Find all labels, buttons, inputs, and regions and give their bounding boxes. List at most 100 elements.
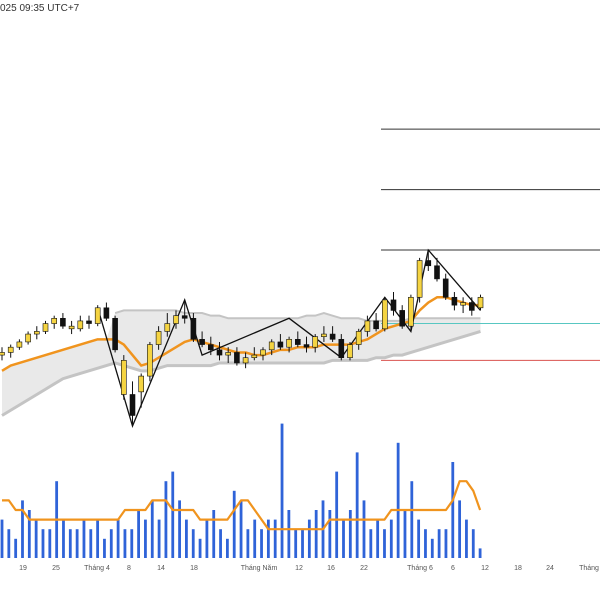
volume-bar (219, 529, 222, 558)
volume-bar (103, 538, 106, 558)
volume-bar (348, 510, 352, 558)
volume-bar (82, 519, 86, 558)
candle-body (7, 346, 14, 353)
candle-body (60, 317, 66, 327)
volume-bar (239, 500, 243, 558)
candle-body (181, 315, 188, 319)
volume-bar (396, 442, 400, 558)
x-tick-label: 25 (52, 565, 60, 572)
candle-body (16, 341, 23, 348)
candle-body (138, 375, 144, 393)
candle-body (155, 331, 162, 345)
volume-bar (109, 529, 113, 558)
candle-body (260, 349, 266, 356)
volume-bar (260, 529, 263, 558)
candle-body (173, 315, 179, 324)
candle-body (225, 352, 231, 356)
volume-bar (307, 519, 311, 558)
volume-bar (27, 510, 31, 558)
horizontal-levels (381, 128, 600, 361)
volume-bar (198, 538, 202, 558)
candle-body (103, 307, 110, 319)
candle-body (425, 260, 432, 267)
volume-bars (0, 423, 482, 558)
candle-body (277, 341, 284, 348)
x-tick-label: 6 (451, 565, 455, 572)
volume-bar (355, 452, 359, 558)
x-tick-label: 12 (295, 565, 303, 572)
volume-bar (403, 510, 407, 558)
candle-body (312, 336, 319, 348)
candle-body (121, 360, 127, 395)
candle-body (355, 331, 362, 345)
candle-body (25, 333, 31, 343)
volume-bar (191, 529, 195, 558)
candle-body (329, 333, 336, 340)
volume-bar (301, 529, 304, 558)
x-tick-label: 12 (481, 565, 489, 572)
volume-bar (424, 529, 427, 558)
candle-body (129, 394, 136, 416)
volume-bar (0, 519, 4, 558)
x-tick-label: Tháng (579, 565, 599, 572)
volume-bar (14, 538, 18, 558)
volume-bar (451, 462, 455, 558)
candle-body (42, 323, 49, 332)
candle-body (408, 296, 414, 327)
candle-body (347, 344, 353, 359)
x-tick-label: Tháng 4 (84, 565, 110, 572)
candle-body (86, 320, 92, 324)
volume-bar (68, 529, 72, 558)
volume-bar (328, 510, 332, 558)
volume-bar (150, 500, 154, 558)
volume-bar (41, 529, 45, 558)
volume-bar (144, 519, 147, 558)
candle-body (416, 260, 423, 298)
volume-bar (273, 519, 277, 558)
volume-bar (437, 529, 441, 558)
candle-body (68, 325, 75, 330)
chart-timestamp: 025 09:35 UTC+7 (0, 3, 80, 14)
candle-body (373, 320, 379, 330)
volume-bar (389, 519, 393, 558)
volume-bar (294, 529, 298, 558)
x-tick-label: 16 (327, 565, 335, 572)
volume-bar (164, 481, 168, 558)
volume-bar (266, 519, 270, 558)
volume-bar (89, 529, 93, 558)
volume-bar (280, 423, 284, 558)
candle-body (216, 349, 223, 356)
volume-bar (48, 529, 52, 558)
candle-body (94, 307, 101, 324)
candle-body (460, 302, 466, 306)
volume-bar (287, 510, 291, 558)
volume-bar (21, 500, 24, 558)
volume-bar (246, 529, 250, 558)
volume-bar (314, 510, 318, 558)
x-tick-label: Tháng Năm (241, 565, 278, 572)
candlesticks (0, 250, 484, 426)
candle-body (434, 265, 440, 280)
volume-bar (62, 519, 65, 558)
x-tick-label: 24 (546, 565, 554, 572)
volume-bar (75, 529, 79, 558)
volume-bar (123, 529, 127, 558)
volume-bar (185, 519, 188, 558)
candle-body (286, 339, 292, 348)
volume-bar (465, 519, 468, 558)
volume-bar (34, 519, 38, 558)
x-tick-label: 19 (19, 565, 27, 572)
volume-bar (178, 500, 181, 558)
x-tick-label: Tháng 6 (407, 565, 433, 572)
candle-body (364, 320, 371, 332)
volume-bar (376, 519, 380, 558)
volume-bar (253, 519, 257, 558)
volume-bar (417, 519, 421, 558)
volume-bar (232, 490, 236, 558)
volume-bar (471, 529, 475, 558)
volume-bar (383, 529, 386, 558)
volume-bar (130, 529, 134, 558)
band-lower-edge (1, 329, 481, 417)
volume-bar (369, 529, 373, 558)
